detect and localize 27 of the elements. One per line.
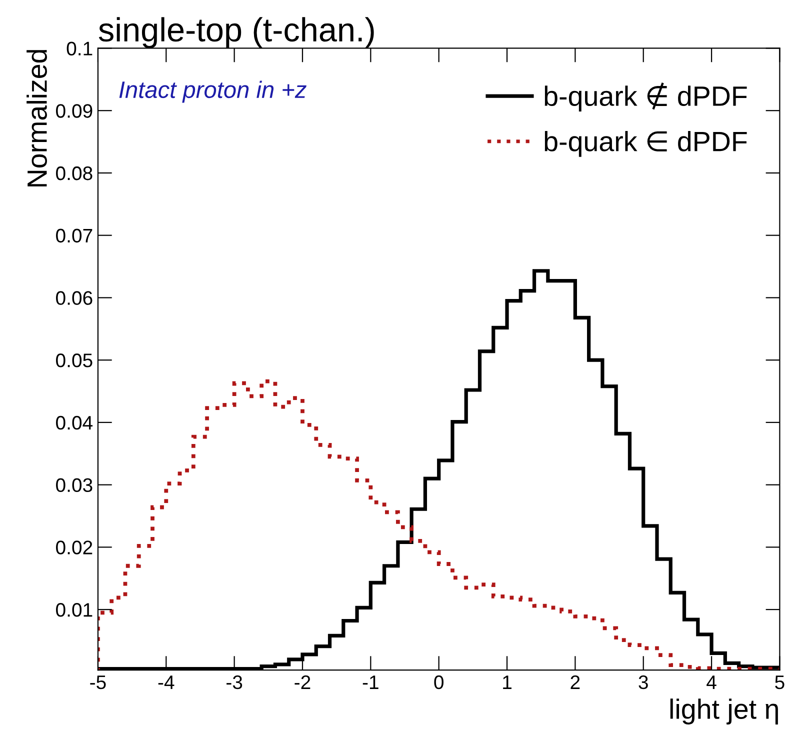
y-tick-label: 0.05 <box>56 354 92 368</box>
y-tick-label: 0.03 <box>56 478 92 492</box>
x-tick-label: -3 <box>226 675 242 690</box>
y-tick-label: 0.02 <box>56 540 92 554</box>
annotation: Intact proton in +z <box>119 80 306 103</box>
y-tick-label: 0.01 <box>56 603 92 617</box>
y-tick-label: 0.07 <box>56 228 92 243</box>
x-tick-label: 2 <box>570 675 580 689</box>
y-axis-title: Normalized <box>26 50 47 186</box>
x-axis-title: light jet η <box>670 698 778 724</box>
x-tick-label: -2 <box>294 675 310 689</box>
y-tick-label: 0.09 <box>56 104 92 118</box>
x-tick-label: 1 <box>503 676 512 689</box>
y-tick-label: 0.06 <box>56 291 92 305</box>
x-tick-label: 0 <box>434 675 444 690</box>
y-tick-label: 0.08 <box>56 166 92 180</box>
x-tick-label: -1 <box>362 676 378 689</box>
x-tick-label: 5 <box>775 676 784 690</box>
y-tick-label: 0.1 <box>66 42 92 56</box>
x-tick-label: -5 <box>90 676 106 690</box>
x-tick-label: 3 <box>638 675 648 690</box>
legend-label: b-quark ∉ dPDF <box>544 82 747 112</box>
legend-label: b-quark ∈ dPDF <box>544 130 747 157</box>
x-tick-label: 4 <box>706 676 716 689</box>
y-tick-label: 0.04 <box>56 416 93 430</box>
chart-title: single-top (t-chan.) <box>98 17 374 48</box>
x-tick-label: -4 <box>158 676 174 689</box>
